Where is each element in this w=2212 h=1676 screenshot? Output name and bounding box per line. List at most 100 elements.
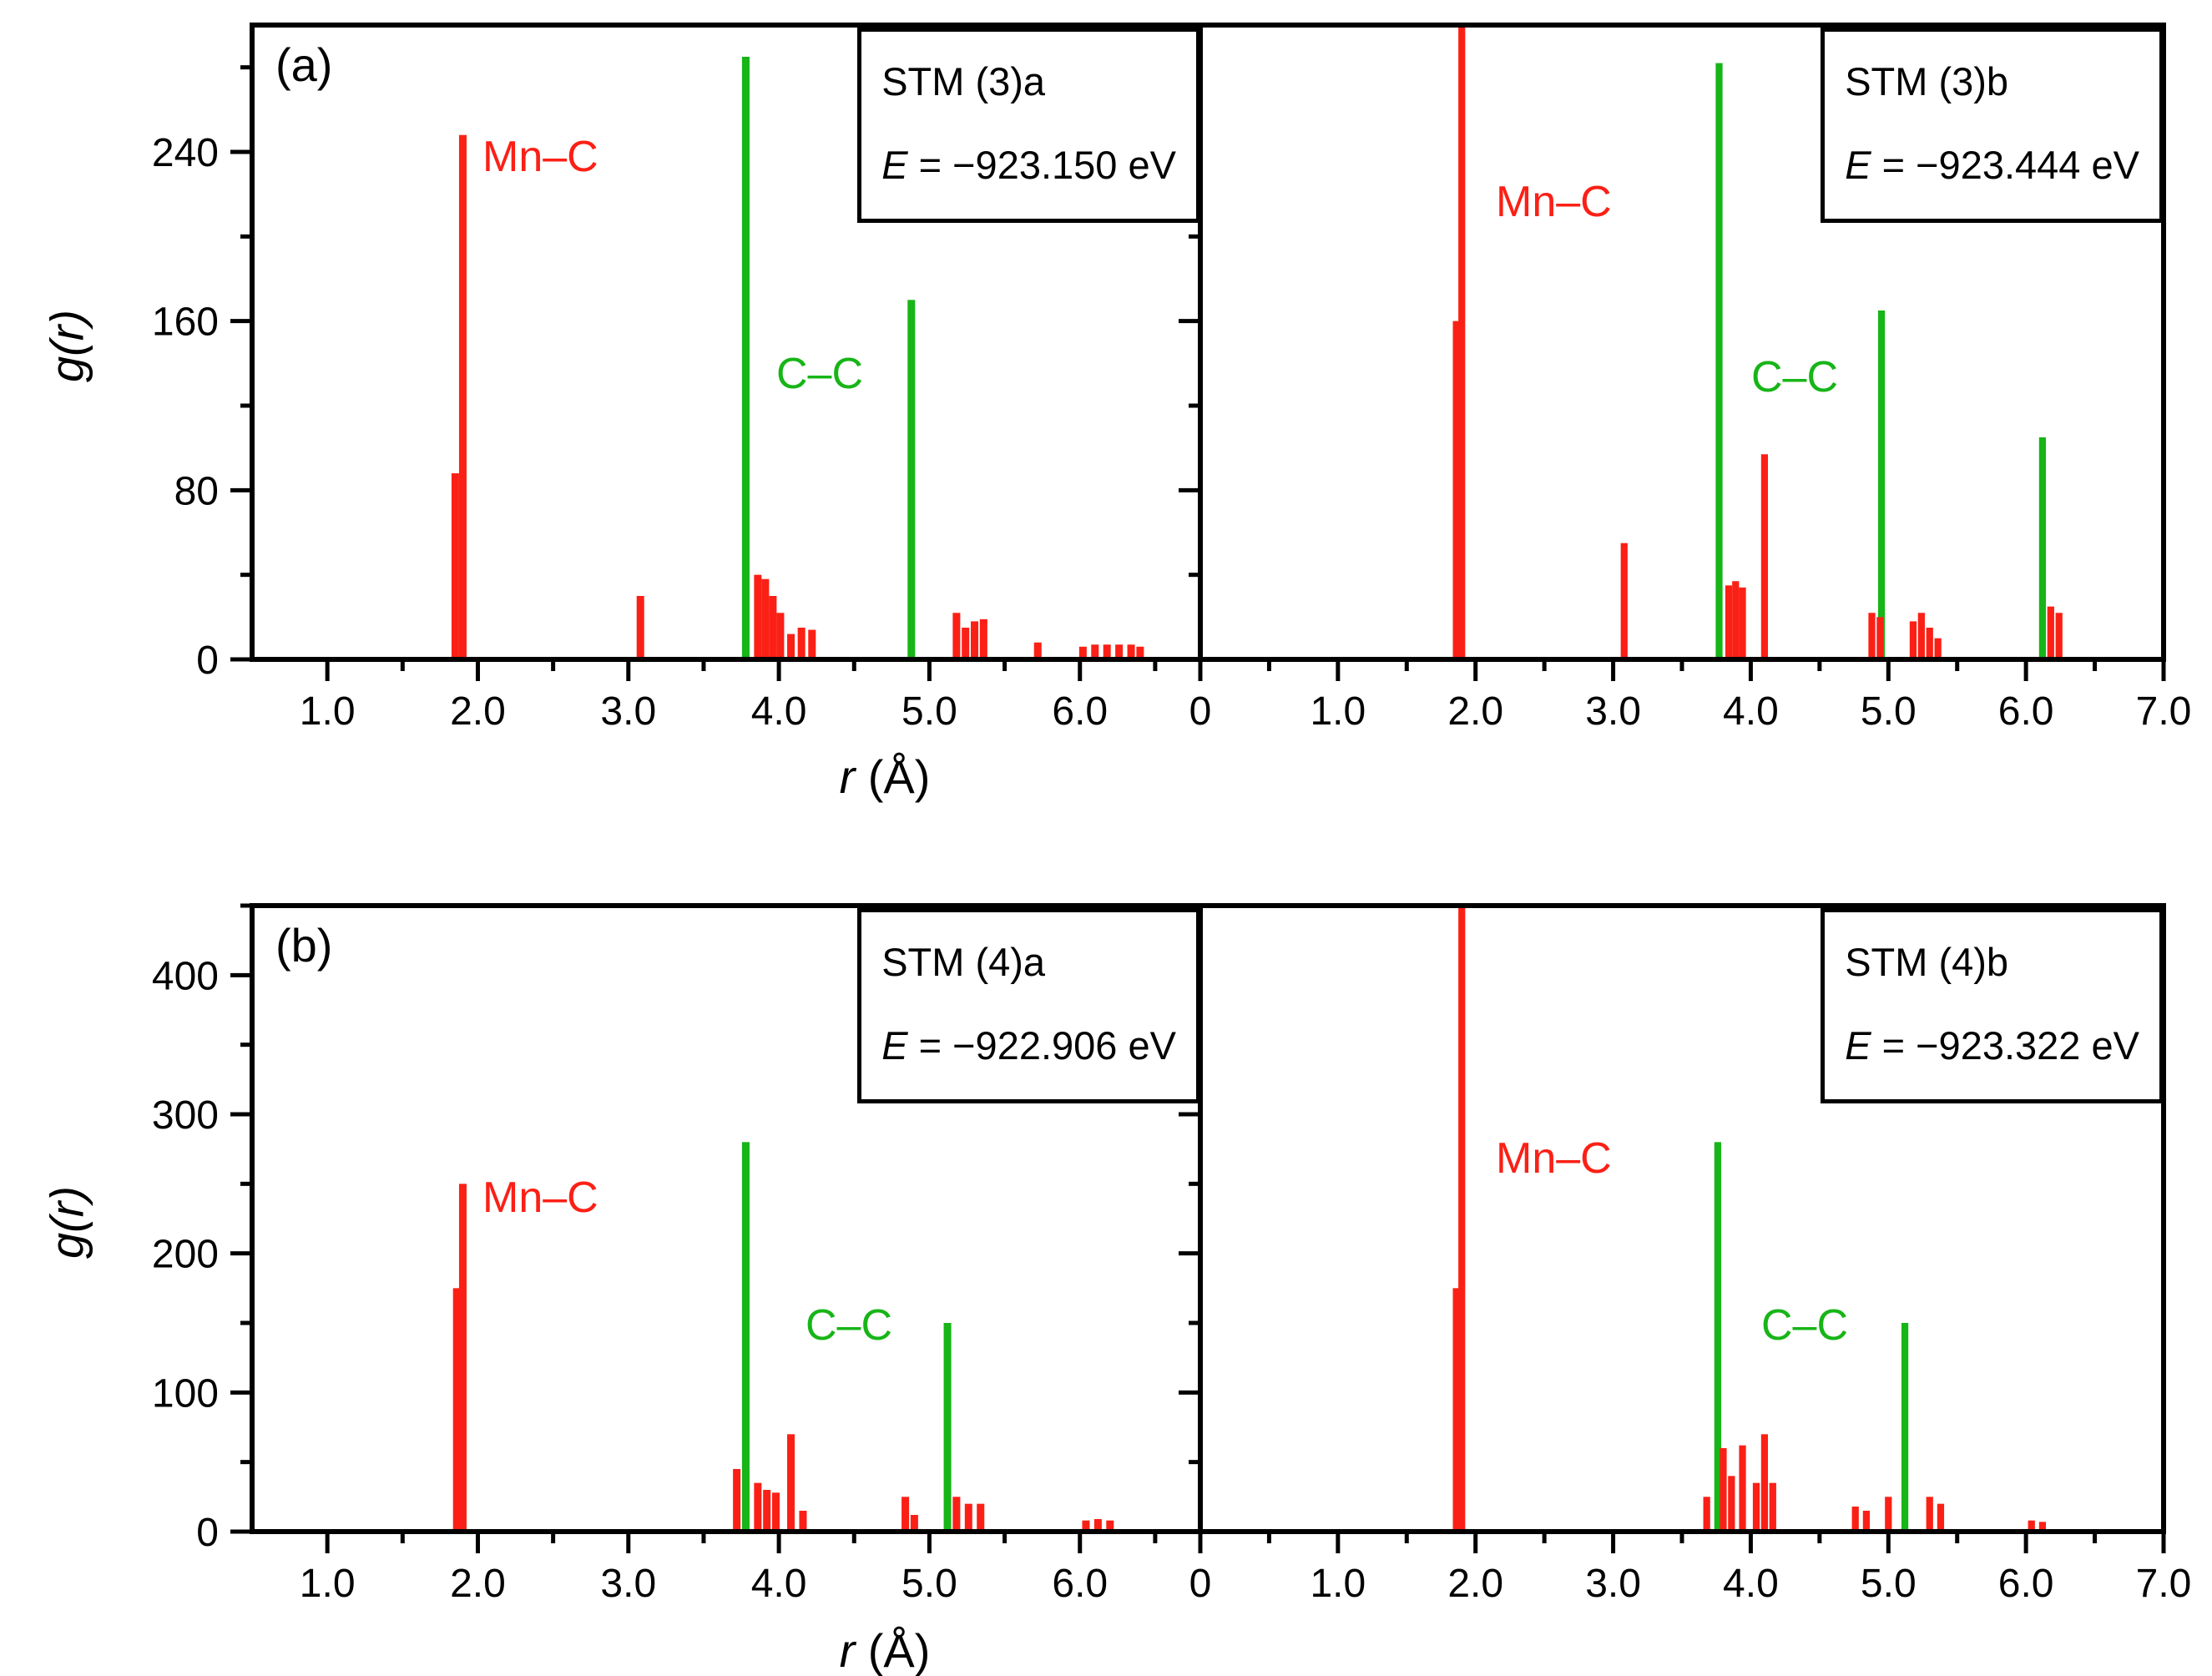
series-label-cc-stm4a: C–C <box>806 1301 893 1350</box>
bar <box>1115 644 1124 659</box>
bar <box>1093 1519 1102 1532</box>
bar <box>1937 1503 1945 1532</box>
x-tick-label: 1.0 <box>1310 689 1366 734</box>
energy-value: = −923.150 eV <box>907 143 1176 187</box>
x-tick-label: 2.0 <box>450 1562 506 1606</box>
panel-stm-4b: 0 1.0 2.0 3.0 4.0 5.0 6.0 7.0 <box>1179 903 2192 1606</box>
x-axis-label-row-b: r (Å) <box>840 1623 931 1676</box>
bar <box>1703 1497 1710 1532</box>
panel-border <box>1198 23 2166 662</box>
x-tick-label: 7.0 <box>2136 689 2192 734</box>
bar <box>763 1490 771 1532</box>
x-axis-unit: (Å) <box>855 1624 931 1676</box>
x-tick-label: 1.0 <box>300 1562 356 1606</box>
bar <box>1732 581 1740 659</box>
bar <box>1452 321 1460 659</box>
panel-title: STM (4)a <box>881 940 1046 984</box>
y-tick-label: 0 <box>196 1511 219 1555</box>
y-tick-label: 200 <box>152 1233 219 1277</box>
series-label-cc-stm3b: C–C <box>1751 353 1839 401</box>
series-label-mnc-stm3a: Mn–C <box>482 133 598 181</box>
series-label-cc-stm4b: C–C <box>1761 1301 1849 1350</box>
x-tick-label: 5.0 <box>901 1562 957 1606</box>
bar <box>1720 1448 1727 1532</box>
panel-letter-b: (b) <box>275 919 333 972</box>
x-axis-symbol: r <box>839 1624 856 1676</box>
y-tick-label: 160 <box>152 300 219 345</box>
bar <box>964 1503 972 1532</box>
x-tick-label: 2.0 <box>450 689 506 734</box>
bar <box>1458 906 1466 1532</box>
bar <box>1760 454 1769 659</box>
bar <box>2038 437 2047 659</box>
bar <box>952 1497 961 1532</box>
bar <box>1127 644 1135 659</box>
panel-energy: E = −923.322 eV <box>1845 1004 2139 1088</box>
bar <box>761 578 770 659</box>
energy-value: = −923.444 eV <box>1871 143 2139 187</box>
y-axis-label-row-b: g(r) <box>40 1185 93 1260</box>
bar <box>733 1469 741 1532</box>
bar <box>1103 644 1111 659</box>
bar <box>797 628 806 659</box>
bar <box>458 134 467 659</box>
bar <box>1769 1482 1776 1532</box>
panel-letter-a: (a) <box>275 38 333 91</box>
bar <box>2047 606 2054 659</box>
bar <box>636 596 644 659</box>
bar <box>1728 1476 1735 1532</box>
bar <box>1082 1520 1090 1532</box>
bar <box>1752 1482 1760 1532</box>
energy-value: = −923.322 eV <box>1871 1023 2139 1068</box>
x-tick-label: 2.0 <box>1447 689 1503 734</box>
bar <box>787 1434 795 1532</box>
bar <box>1876 617 1884 659</box>
x-tick-label: 6.0 <box>1998 689 2054 734</box>
x-axis-label-row-a: r (Å) <box>840 750 931 804</box>
x-tick-label: 3.0 <box>600 689 656 734</box>
bar <box>1078 646 1087 659</box>
y-tick-label: 100 <box>152 1371 219 1416</box>
bar <box>971 621 979 659</box>
energy-symbol: E <box>881 143 908 187</box>
x-tick-label: 0 <box>1189 1562 1212 1606</box>
bar <box>1909 621 1917 659</box>
x-tick-label: 1.0 <box>1310 1562 1366 1606</box>
x-tick-label: 6.0 <box>1998 1562 2054 1606</box>
x-tick-label: 3.0 <box>1585 689 1641 734</box>
bar <box>2038 1522 2047 1532</box>
bar <box>808 629 816 659</box>
bar <box>1868 613 1876 659</box>
x-tick-label: 7.0 <box>2136 1562 2192 1606</box>
x-tick-label: 0 <box>1189 689 1212 734</box>
x-tick-label: 5.0 <box>901 689 957 734</box>
x-tick-label: 4.0 <box>751 689 807 734</box>
y-tick-label: 300 <box>152 1093 219 1138</box>
bar <box>1620 543 1628 659</box>
energy-symbol: E <box>881 1023 908 1068</box>
x-tick-label: 6.0 <box>1052 1562 1108 1606</box>
bar <box>1106 1520 1114 1532</box>
x-tick-label: 5.0 <box>1861 689 1917 734</box>
bar <box>1760 1434 1769 1532</box>
bar <box>910 1515 918 1532</box>
bar <box>1885 1497 1892 1532</box>
annotation-box-stm3b: STM (3)b E = −923.444 eV <box>1821 28 2164 223</box>
bar <box>1739 587 1746 659</box>
bar <box>979 618 987 659</box>
x-tick-label: 6.0 <box>1052 689 1108 734</box>
panel-title: STM (3)b <box>1845 59 2009 103</box>
bar <box>1714 1142 1721 1532</box>
panel-title: STM (4)b <box>1845 940 2009 984</box>
x-axis-unit: (Å) <box>855 750 931 803</box>
series-label-mnc-stm4a: Mn–C <box>482 1174 598 1222</box>
series-label-cc-stm3a: C–C <box>776 350 864 398</box>
bar <box>1877 310 1886 659</box>
x-tick-label: 4.0 <box>1723 1562 1779 1606</box>
y-tick-label: 80 <box>174 469 219 513</box>
y-tick-label: 0 <box>196 639 219 683</box>
energy-value: = −922.906 eV <box>907 1023 1176 1068</box>
bar <box>776 613 785 659</box>
